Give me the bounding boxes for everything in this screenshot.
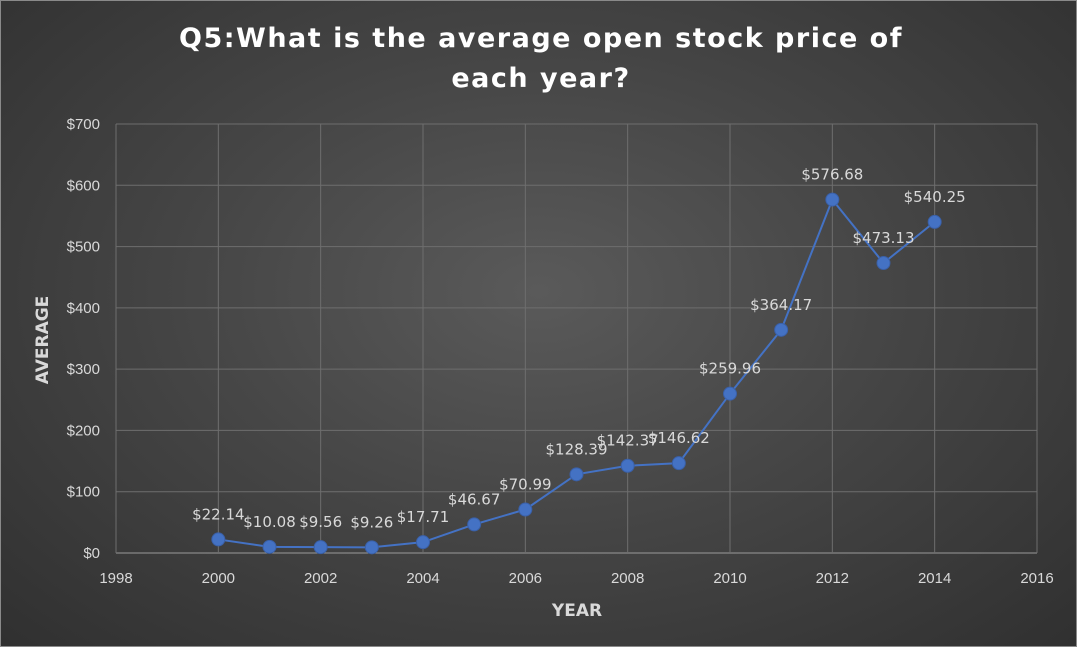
data-point [518, 502, 533, 517]
x-tick-label: 2014 [918, 570, 951, 587]
data-point [416, 535, 430, 550]
data-label: $9.26 [350, 513, 393, 531]
data-label: $10.08 [243, 513, 296, 531]
x-tick-label: 2002 [304, 570, 337, 587]
data-label: $17.71 [397, 508, 450, 526]
x-tick-label: 2008 [611, 570, 644, 587]
series-average [211, 192, 942, 555]
data-label: $473.13 [852, 229, 914, 247]
data-point [671, 456, 686, 471]
y-tick-label: $100 [67, 484, 100, 501]
data-label: $9.56 [299, 513, 342, 531]
data-labels: $22.14$10.08 $9.56 $9.26 $17.71$46.67$70.99… [192, 166, 966, 532]
y-axis-title: AVERAGE [33, 296, 53, 385]
data-point [723, 386, 737, 401]
chart-title: Q5:What is the average open stock price … [179, 23, 903, 94]
data-label: $364.17 [750, 296, 812, 314]
data-point [211, 532, 226, 547]
data-label: $146.62 [648, 429, 710, 447]
x-tick-label: 2000 [202, 570, 235, 587]
x-tick-label: 2012 [816, 570, 849, 587]
data-point [262, 539, 277, 554]
x-axis-title: YEAR [551, 601, 602, 621]
data-label: $128.39 [545, 440, 607, 458]
data-label: $22.14 [192, 505, 245, 523]
series-line [218, 197, 936, 549]
data-label: $46.67 [448, 490, 501, 508]
data-label: $259.96 [699, 360, 761, 378]
data-label: $70.99 [499, 475, 552, 493]
data-point [774, 322, 789, 337]
y-tick-label: $0 [83, 545, 100, 562]
x-tick-label: 2006 [509, 570, 542, 587]
data-point [927, 214, 942, 229]
x-tick-label: 1998 [99, 570, 132, 587]
data-label: $142.37 [597, 432, 659, 450]
y-tick-label: $600 [67, 177, 100, 194]
axes: $0 $100 $200 $300 $400 $500 $600 $700 1998 2000 20… [67, 116, 1054, 587]
data-point [876, 256, 891, 271]
data-point [825, 192, 840, 207]
y-tick-label: $200 [67, 422, 100, 439]
y-tick-label: $700 [67, 116, 100, 133]
data-point [467, 517, 482, 532]
data-label: $576.68 [801, 166, 863, 184]
y-tick-label: $500 [67, 239, 100, 256]
x-tick-label: 2016 [1020, 570, 1053, 587]
data-point [364, 540, 379, 555]
data-label: $540.25 [904, 188, 966, 206]
x-tick-label: 2010 [713, 570, 746, 587]
x-tick-label: 2004 [406, 570, 439, 587]
gridlines [115, 123, 1038, 554]
y-tick-label: $300 [67, 361, 100, 378]
data-point [313, 540, 328, 555]
data-point [620, 458, 635, 473]
y-tick-label: $400 [67, 300, 100, 317]
data-point [569, 467, 584, 482]
